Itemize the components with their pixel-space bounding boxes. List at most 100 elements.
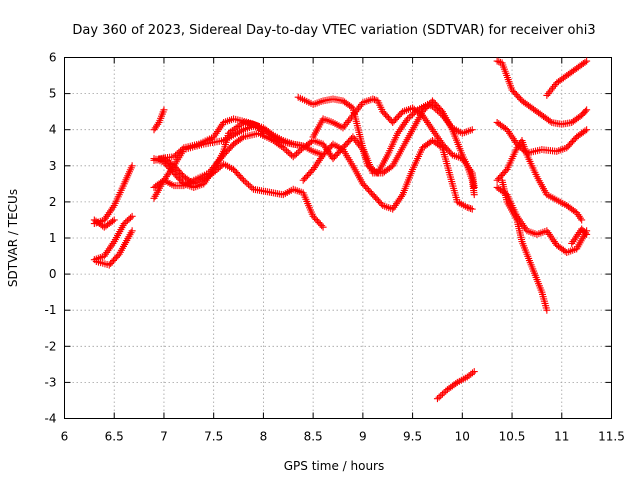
data-point-marker bbox=[127, 214, 135, 222]
series-arc-c bbox=[90, 212, 136, 264]
data-point-marker bbox=[433, 395, 441, 403]
data-point-marker bbox=[109, 217, 117, 225]
data-point-marker bbox=[170, 153, 178, 161]
data-point-marker bbox=[289, 153, 297, 161]
data-point-marker bbox=[160, 106, 168, 114]
data-point-marker bbox=[114, 252, 122, 260]
data-point-marker bbox=[502, 167, 510, 175]
x-tick-label: 8.5 bbox=[304, 430, 323, 444]
data-point-marker bbox=[417, 110, 425, 118]
grid-lines bbox=[64, 57, 612, 419]
data-markers bbox=[90, 57, 591, 403]
data-point-marker bbox=[128, 162, 136, 170]
data-point-marker bbox=[470, 368, 478, 376]
data-point-marker bbox=[370, 96, 378, 104]
data-point-marker bbox=[294, 148, 302, 156]
data-point-marker bbox=[437, 106, 445, 114]
data-point-marker bbox=[407, 112, 415, 120]
data-point-marker bbox=[495, 58, 503, 66]
data-point-marker bbox=[571, 208, 579, 216]
data-point-marker bbox=[125, 215, 133, 223]
data-point-marker bbox=[240, 176, 248, 184]
x-tick-label: 10 bbox=[455, 430, 470, 444]
data-point-marker bbox=[178, 145, 186, 153]
y-tick-label: 6 bbox=[49, 51, 57, 65]
x-tick-label: 7.5 bbox=[204, 430, 223, 444]
data-point-marker bbox=[583, 106, 591, 114]
data-point-marker bbox=[246, 182, 254, 190]
data-point-marker bbox=[546, 117, 554, 125]
data-point-marker bbox=[470, 191, 478, 199]
data-point-marker bbox=[244, 181, 252, 189]
data-point-marker bbox=[465, 204, 473, 212]
data-point-marker bbox=[123, 217, 131, 225]
data-point-marker bbox=[581, 107, 589, 115]
series-arc-e bbox=[150, 106, 168, 134]
data-point-marker bbox=[469, 369, 477, 377]
y-tick-label: 5 bbox=[49, 87, 57, 101]
data-point-marker bbox=[122, 218, 130, 226]
series-arc-g bbox=[150, 155, 327, 231]
data-point-marker bbox=[120, 220, 128, 228]
data-point-marker bbox=[241, 178, 249, 186]
y-tick-label: 1 bbox=[49, 231, 57, 245]
data-point-marker bbox=[501, 124, 509, 132]
data-point-marker bbox=[581, 58, 589, 66]
data-point-marker bbox=[296, 147, 304, 155]
y-tick-label: 0 bbox=[49, 267, 57, 281]
y-tick-label: -4 bbox=[45, 412, 57, 426]
data-point-marker bbox=[259, 129, 267, 137]
data-point-marker bbox=[173, 150, 181, 158]
data-point-marker bbox=[493, 57, 501, 65]
data-point-marker bbox=[175, 148, 183, 156]
x-tick-label: 7 bbox=[160, 430, 168, 444]
data-point-marker bbox=[440, 389, 448, 397]
series-arc-s bbox=[498, 176, 551, 314]
x-tick-label: 8 bbox=[260, 430, 268, 444]
data-point-marker bbox=[243, 179, 251, 187]
data-point-marker bbox=[293, 150, 301, 158]
data-point-marker bbox=[583, 230, 591, 238]
x-tick-label: 6 bbox=[61, 430, 69, 444]
y-tick-label: 3 bbox=[49, 159, 57, 173]
y-tick-label: 2 bbox=[49, 195, 57, 209]
data-point-marker bbox=[279, 144, 287, 152]
data-point-marker bbox=[268, 130, 276, 138]
data-point-marker bbox=[238, 134, 246, 142]
data-point-marker bbox=[404, 115, 412, 123]
series-arc-r bbox=[493, 183, 591, 256]
data-point-marker bbox=[128, 212, 136, 220]
series-arc-o bbox=[493, 57, 591, 128]
data-point-marker bbox=[467, 205, 475, 213]
data-point-marker bbox=[299, 142, 307, 150]
series-arc-t bbox=[543, 57, 591, 99]
data-point-marker bbox=[128, 227, 136, 235]
y-tick-label: -1 bbox=[45, 303, 57, 317]
x-axis-tick-labels: 6 6.5 7 7.5 8 8.5 9 9.5 10 10.5 11 11.5 bbox=[61, 430, 625, 444]
y-tick-label: -2 bbox=[45, 339, 57, 353]
x-tick-label: 11.5 bbox=[598, 430, 625, 444]
y-axis-tick-labels: -4 -3 -2 -1 0 1 2 3 4 5 6 bbox=[45, 51, 57, 426]
data-point-marker bbox=[583, 126, 591, 134]
data-point-marker bbox=[452, 380, 460, 388]
series-arc-f bbox=[150, 122, 327, 202]
data-point-marker bbox=[405, 113, 413, 121]
data-point-marker bbox=[468, 126, 476, 134]
chart-title: Day 360 of 2023, Sidereal Day-to-day VTE… bbox=[72, 23, 595, 38]
data-point-marker bbox=[291, 151, 299, 159]
data-point-marker bbox=[177, 147, 185, 155]
y-tick-label: 4 bbox=[49, 123, 57, 137]
y-axis-label: SDTVAR / TECUs bbox=[6, 189, 20, 287]
x-tick-label: 6.5 bbox=[105, 430, 124, 444]
data-point-marker bbox=[369, 95, 377, 103]
data-point-marker bbox=[172, 151, 180, 159]
data-point-marker bbox=[284, 148, 292, 156]
data-point-marker bbox=[110, 216, 118, 224]
data-point-marker bbox=[438, 390, 446, 398]
series-arc-b bbox=[90, 216, 118, 231]
x-tick-label: 10.5 bbox=[499, 430, 526, 444]
series-arc-u bbox=[568, 225, 591, 247]
axis-ticks bbox=[64, 57, 612, 419]
x-tick-label: 9 bbox=[359, 430, 367, 444]
